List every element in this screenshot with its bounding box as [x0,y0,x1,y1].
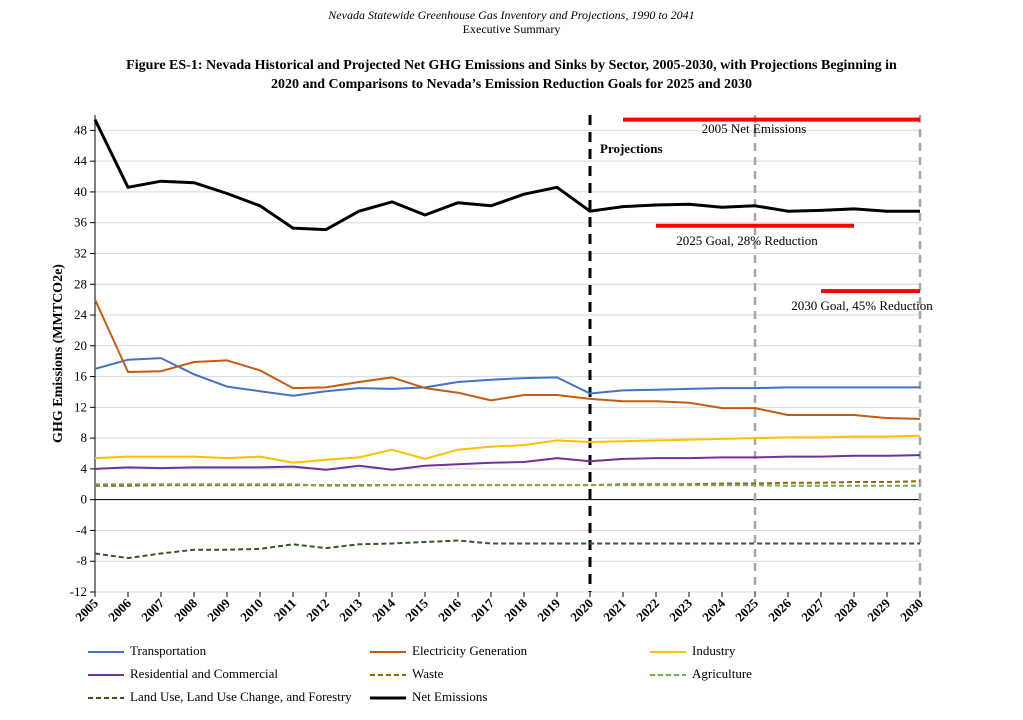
legend-swatch [370,696,406,700]
figure-title-line-2: 2020 and Comparisons to Nevada’s Emissio… [270,77,753,92]
legend-swatch [370,651,406,653]
x-tick-label: 2022 [633,596,662,625]
x-tick-label: 2019 [534,595,563,624]
x-tick-label: 2029 [864,595,893,624]
x-tick-label: 2023 [666,595,695,624]
y-tick-label: 4 [81,461,88,476]
y-tick-label: 40 [74,184,87,199]
y-tick-label: 24 [74,307,88,322]
x-tick-label: 2026 [765,595,794,624]
x-tick-label: 2006 [105,595,134,624]
legend-swatch [88,674,124,676]
reference-line-label: 2030 Goal, 45% Reduction [791,298,933,313]
legend-label: Land Use, Land Use Change, and Forestry [130,689,352,704]
series-line-residential-and-commercial [94,454,921,471]
x-tick-label: 2010 [237,596,266,625]
legend-label: Residential and Commercial [130,666,279,681]
reference-line-label: 2005 Net Emissions [702,121,807,136]
x-tick-label: 2024 [699,595,728,624]
legend-label: Electricity Generation [412,643,528,658]
legend-swatch [88,697,124,699]
y-tick-label: 0 [81,492,88,507]
y-tick-label: -4 [76,522,87,537]
legend-swatch [370,674,406,676]
y-tick-label: 44 [74,153,88,168]
series-line-agriculture [95,483,920,487]
x-tick-label: 2005 [72,595,101,624]
x-tick-label: 2014 [369,595,398,624]
y-tick-label: 16 [74,369,88,384]
x-tick-label: 2021 [600,596,629,625]
x-tick-label: 2025 [732,595,761,624]
x-tick-label: 2027 [798,595,827,624]
x-tick-label: 2015 [402,595,431,624]
x-tick-label: 2030 [897,596,926,625]
x-tick-label: 2018 [501,595,530,624]
x-tick-label: 2013 [336,595,365,624]
report-title: Nevada Statewide Greenhouse Gas Inventor… [328,8,695,22]
series-line-transportation [94,357,920,397]
legend-swatch [88,651,124,653]
reference-line-label: 2025 Goal, 28% Reduction [676,233,818,248]
x-tick-label: 2016 [435,595,464,624]
legend-label: Agriculture [692,666,752,681]
y-tick-label: 12 [74,399,87,414]
x-tick-label: 2017 [468,595,497,624]
y-tick-label: -12 [70,584,87,599]
y-tick-label: 8 [81,430,88,445]
y-tick-label: 36 [74,215,88,230]
x-tick-label: 2007 [138,595,167,624]
projection-label: Projections [600,141,663,156]
y-tick-label: 20 [74,338,87,353]
y-axis-label: GHG Emissions (MMTCO2e) [51,264,66,443]
series-line-net-emissions [93,118,920,232]
legend-label: Net Emissions [412,689,488,704]
series-line-electricity-generation [94,299,921,420]
y-tick-label: -8 [76,553,87,568]
x-tick-label: 2009 [204,595,233,624]
series-line-land-use-land-use-change-and-forestry [94,539,920,560]
x-tick-label: 2028 [831,595,860,624]
y-tick-label: 32 [74,245,87,260]
figure-title-line-1: Figure ES-1: Nevada Historical and Proje… [126,58,897,73]
y-tick-label: 28 [74,276,87,291]
legend-label: Transportation [130,643,207,658]
legend-swatch [650,651,686,653]
x-tick-label: 2011 [271,596,299,624]
series-line-industry [94,434,921,464]
report-subtitle: Executive Summary [462,22,561,36]
legend-label: Waste [412,666,444,681]
legend-label: Industry [692,643,736,658]
legend-swatch [650,674,686,676]
y-tick-label: 48 [74,122,87,137]
x-tick-label: 2012 [303,596,332,625]
x-tick-label: 2020 [567,596,596,625]
x-tick-label: 2008 [171,595,200,624]
